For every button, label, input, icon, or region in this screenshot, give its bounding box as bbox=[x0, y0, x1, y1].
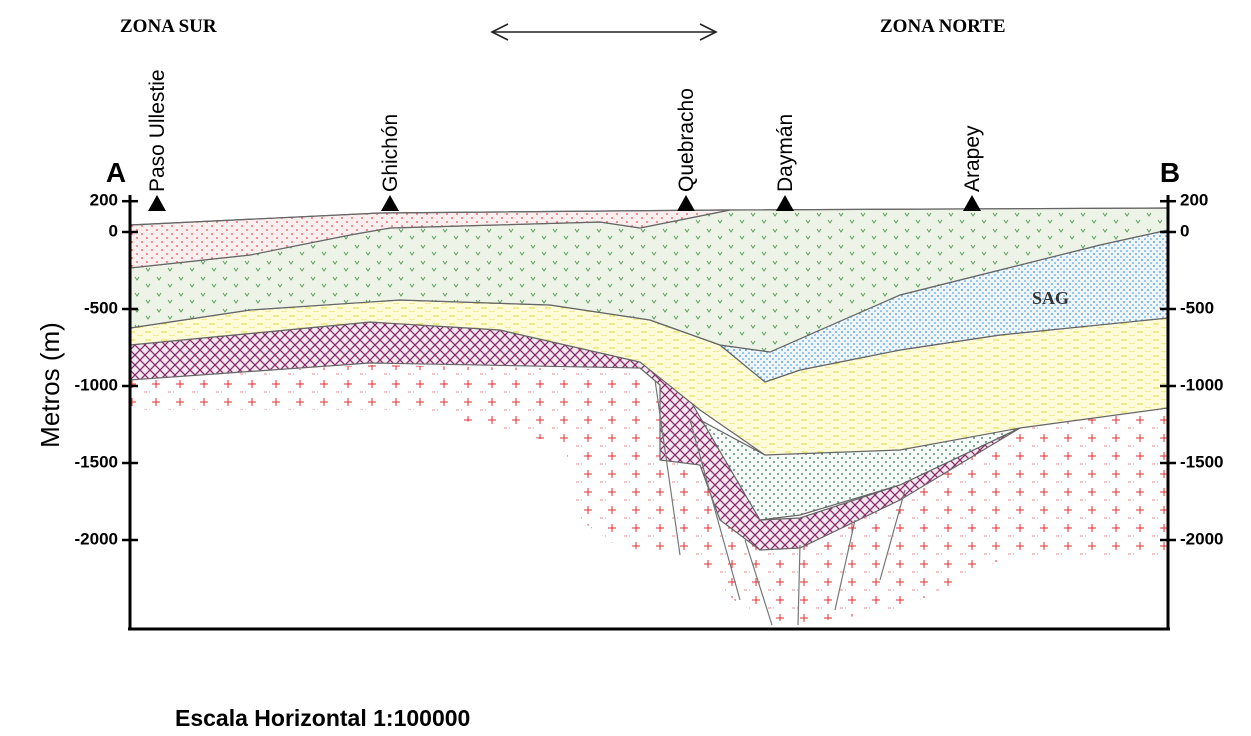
station-marker bbox=[381, 195, 399, 211]
tick-label: -2000 bbox=[75, 529, 118, 548]
endpoint-label: B bbox=[1160, 157, 1180, 188]
station-marker bbox=[677, 195, 695, 211]
locality-label: Ghichón bbox=[379, 114, 402, 192]
tick-label: -1500 bbox=[75, 452, 118, 471]
locality-label: Quebracho bbox=[675, 88, 698, 192]
scale-note: Escala Horizontal 1:100000 bbox=[175, 705, 470, 731]
zone-label: ZONA SUR bbox=[120, 16, 217, 37]
tick-label: -500 bbox=[84, 298, 118, 317]
localities: Paso Ullestie Ghichón Quebracho Daymán Arape… bbox=[146, 69, 984, 211]
axis-title: Metros (m) bbox=[35, 322, 65, 448]
tick-label: -1000 bbox=[75, 375, 118, 394]
frame bbox=[128, 195, 1170, 631]
direction-arrow bbox=[490, 23, 718, 41]
tick-label: -1500 bbox=[1180, 452, 1223, 471]
layer-label: SAG bbox=[1032, 288, 1069, 308]
tick-label: 200 bbox=[1180, 191, 1208, 210]
locality-label: Daymán bbox=[774, 114, 797, 192]
faults bbox=[654, 379, 906, 626]
station-marker bbox=[148, 195, 166, 211]
ticks: 200 200 0 0 -500 -500 -1000 -1000 -1500 -1500 -200… bbox=[75, 191, 1224, 549]
station-marker bbox=[963, 195, 981, 211]
locality-label: Arapey bbox=[961, 125, 984, 192]
zone-label: ZONA NORTE bbox=[880, 16, 1006, 37]
locality-label: Paso Ullestie bbox=[146, 69, 169, 192]
geology bbox=[129, 207, 1169, 626]
endpoint-label: A bbox=[106, 157, 126, 188]
tick-label: 0 bbox=[1180, 221, 1189, 240]
tick-label: 0 bbox=[109, 221, 118, 240]
tick-label: -500 bbox=[1180, 298, 1214, 317]
tick-label: -1000 bbox=[1180, 375, 1223, 394]
tick-label: 200 bbox=[90, 191, 118, 210]
basement bbox=[130, 365, 1168, 625]
station-marker bbox=[776, 195, 794, 211]
tick-label: -2000 bbox=[1180, 529, 1223, 548]
surface-line bbox=[129, 207, 1169, 226]
